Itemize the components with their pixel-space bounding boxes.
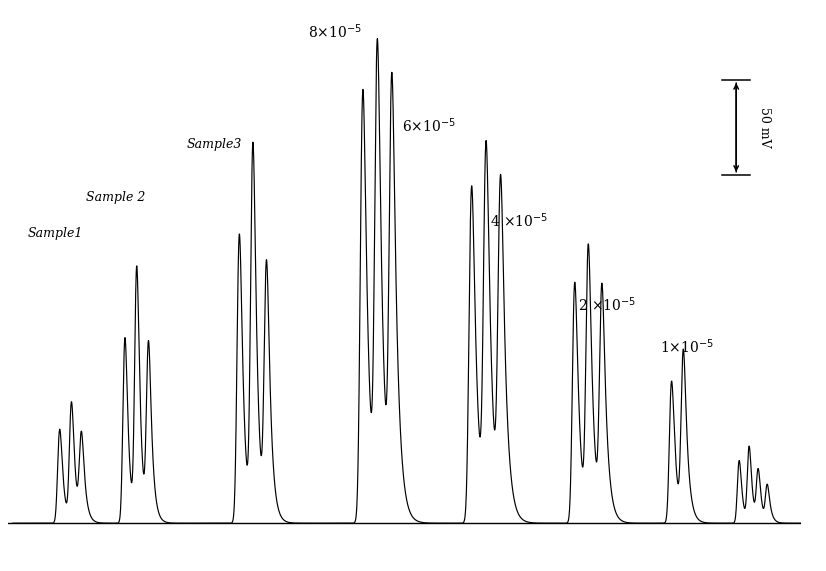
Text: 50 mV: 50 mV <box>758 107 771 148</box>
Text: Sample1: Sample1 <box>28 227 83 240</box>
Text: Sample 2: Sample 2 <box>86 191 145 204</box>
Text: 6×10$^{-5}$: 6×10$^{-5}$ <box>402 116 456 135</box>
Text: 2 ×10$^{-5}$: 2 ×10$^{-5}$ <box>577 295 636 314</box>
Text: 4 ×10$^{-5}$: 4 ×10$^{-5}$ <box>490 211 548 230</box>
Text: 1×10$^{-5}$: 1×10$^{-5}$ <box>660 337 714 356</box>
Text: 8×10$^{-5}$: 8×10$^{-5}$ <box>308 22 362 41</box>
Text: Sample3: Sample3 <box>187 138 242 151</box>
